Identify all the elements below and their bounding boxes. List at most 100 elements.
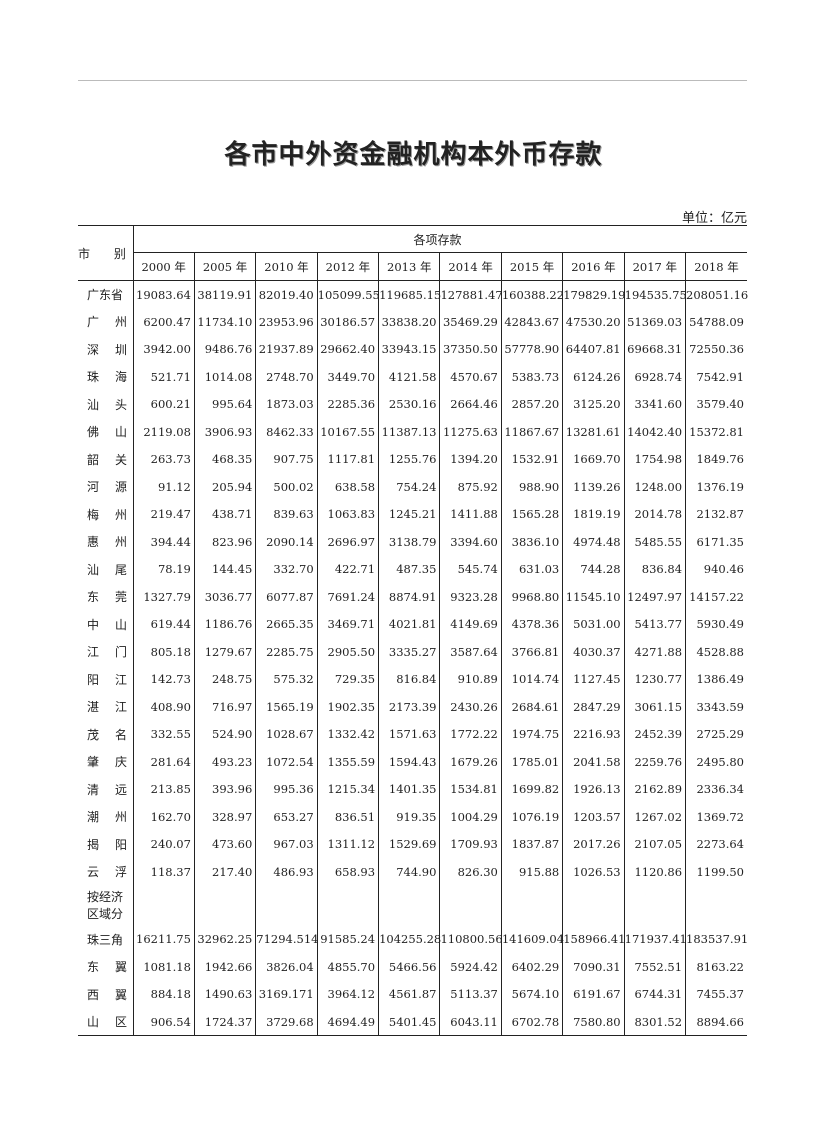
cell-value: 78.19 bbox=[133, 555, 195, 583]
row-name: 佛山 bbox=[78, 418, 134, 446]
row-name: 茂名 bbox=[78, 720, 134, 748]
cell-value: 2696.97 bbox=[317, 528, 380, 556]
cell-value: 29662.40 bbox=[317, 335, 380, 363]
cell-value: 1028.67 bbox=[255, 720, 318, 748]
cell-value: 3729.68 bbox=[255, 1008, 318, 1036]
cell-value: 1785.01 bbox=[501, 748, 564, 776]
cell-value: 3906.93 bbox=[194, 418, 257, 446]
cell-value: 158966.41 bbox=[562, 925, 625, 953]
cell-value: 2014.78 bbox=[624, 500, 687, 528]
row-name: 深圳 bbox=[78, 335, 134, 363]
cell-value: 10167.55 bbox=[317, 418, 380, 446]
table-row: 东莞 1327.79 3036.77 6077.87 7691.24 8874.91 932… bbox=[78, 583, 747, 611]
cell-value: 37350.50 bbox=[439, 335, 502, 363]
cell-value: 487.35 bbox=[378, 555, 441, 583]
cell-value: 4694.49 bbox=[317, 1008, 380, 1036]
cell-value: 6077.87 bbox=[255, 583, 318, 611]
cell-value: 1063.83 bbox=[317, 500, 380, 528]
cell-value: 57778.90 bbox=[501, 335, 564, 363]
cell-value: 118.37 bbox=[133, 858, 195, 886]
cell-value: 3964.12 bbox=[317, 980, 380, 1008]
cell-value: 6200.47 bbox=[133, 308, 195, 336]
cell-value: 91585.24 bbox=[317, 925, 380, 953]
cell-value: 2665.35 bbox=[255, 610, 318, 638]
row-name: 清远 bbox=[78, 775, 134, 803]
cell-value: 2132.87 bbox=[696, 507, 744, 522]
cell-value: 906.54 bbox=[133, 1008, 195, 1036]
cell-value: 2905.50 bbox=[317, 638, 380, 666]
empty-cell bbox=[439, 885, 502, 926]
cell-value: 1014.74 bbox=[501, 665, 564, 693]
cell-value: 5930.49 bbox=[696, 617, 744, 632]
cell-value: 7542.91 bbox=[696, 369, 744, 384]
cell-value: 127881.47 bbox=[439, 280, 503, 308]
cell-value: 1076.19 bbox=[501, 803, 564, 831]
cell-value: 744.28 bbox=[562, 555, 625, 583]
year-header: 2012 年 bbox=[317, 252, 380, 281]
cell-value: 875.92 bbox=[439, 473, 502, 501]
cell-value: 4561.87 bbox=[378, 980, 441, 1008]
row-name: 揭阳 bbox=[78, 830, 134, 858]
cell-value: 2430.26 bbox=[439, 693, 502, 721]
cell-value: 1411.88 bbox=[439, 500, 502, 528]
row-name: 韶关 bbox=[78, 445, 134, 473]
cell-value: 13281.61 bbox=[562, 418, 625, 446]
cell-value: 6744.31 bbox=[624, 980, 687, 1008]
cell-value: 33838.20 bbox=[378, 308, 441, 336]
cell-value: 1529.69 bbox=[378, 830, 441, 858]
table-row: 梅州 219.47 438.71 839.63 1063.83 1245.21 1411.8… bbox=[78, 500, 747, 528]
cell-value: 240.07 bbox=[133, 830, 195, 858]
table-row: 惠州 394.44 823.96 2090.14 2696.97 3138.79 3394.… bbox=[78, 528, 747, 556]
cell-value: 213.85 bbox=[133, 775, 195, 803]
cell-value: 3394.60 bbox=[439, 528, 502, 556]
cell-value: 3125.20 bbox=[562, 390, 625, 418]
cell-value: 5924.42 bbox=[439, 953, 502, 981]
cell-value: 6928.74 bbox=[624, 363, 687, 391]
cell-value: 14042.40 bbox=[624, 418, 687, 446]
cell-value: 486.93 bbox=[255, 858, 318, 886]
row-name: 东翼 bbox=[78, 953, 134, 981]
cell-value: 8874.91 bbox=[378, 583, 441, 611]
cell-value: 69668.31 bbox=[624, 335, 687, 363]
cell-value: 910.89 bbox=[439, 665, 502, 693]
cell-value: 836.84 bbox=[624, 555, 687, 583]
row-name: 汕头 bbox=[78, 390, 134, 418]
cell-value: 1571.63 bbox=[378, 720, 441, 748]
cell-value: 5466.56 bbox=[378, 953, 441, 981]
cell-value: 1117.81 bbox=[317, 445, 380, 473]
cell-value: 2530.16 bbox=[378, 390, 441, 418]
cell-value: 1255.76 bbox=[378, 445, 441, 473]
row-name: 西翼 bbox=[78, 980, 134, 1008]
table-row: 潮州 162.70 328.97 653.27 836.51 919.35 1004.29 1… bbox=[78, 803, 747, 831]
cell-value: 2273.64 bbox=[696, 837, 744, 852]
cell-value: 1534.81 bbox=[439, 775, 502, 803]
row-name: 江门 bbox=[78, 638, 134, 666]
empty-cell bbox=[133, 885, 195, 926]
cell-value: 816.84 bbox=[378, 665, 441, 693]
cell-value: 4855.70 bbox=[317, 953, 380, 981]
row-name: 珠海 bbox=[78, 363, 134, 391]
cell-value: 2259.76 bbox=[624, 748, 687, 776]
cell-value: 1186.76 bbox=[194, 610, 257, 638]
cell-value: 3138.79 bbox=[378, 528, 441, 556]
cell-value: 4021.81 bbox=[378, 610, 441, 638]
cell-value: 12497.97 bbox=[624, 583, 687, 611]
cell-value: 1120.86 bbox=[624, 858, 687, 886]
cell-value: 328.97 bbox=[194, 803, 257, 831]
cell-value: 1026.53 bbox=[562, 858, 625, 886]
row-name: 梅州 bbox=[78, 500, 134, 528]
empty-cell bbox=[686, 886, 747, 926]
cell-value: 754.24 bbox=[378, 473, 441, 501]
cell-value: 7455.37 bbox=[696, 987, 744, 1002]
cell-value: 1394.20 bbox=[439, 445, 502, 473]
cell-value: 1942.66 bbox=[194, 953, 257, 981]
cell-value: 332.55 bbox=[133, 720, 195, 748]
cell-value: 3341.60 bbox=[624, 390, 687, 418]
cell-value: 3836.10 bbox=[501, 528, 564, 556]
cell-value: 219.47 bbox=[133, 500, 195, 528]
cell-value: 1926.13 bbox=[562, 775, 625, 803]
unit-label: 单位：亿元 bbox=[681, 211, 747, 226]
cell-value: 2748.70 bbox=[255, 363, 318, 391]
cell-value: 545.74 bbox=[439, 555, 502, 583]
table-row: 广东省 19083.64 38119.91 82019.40 105099.55 1196… bbox=[78, 280, 748, 308]
